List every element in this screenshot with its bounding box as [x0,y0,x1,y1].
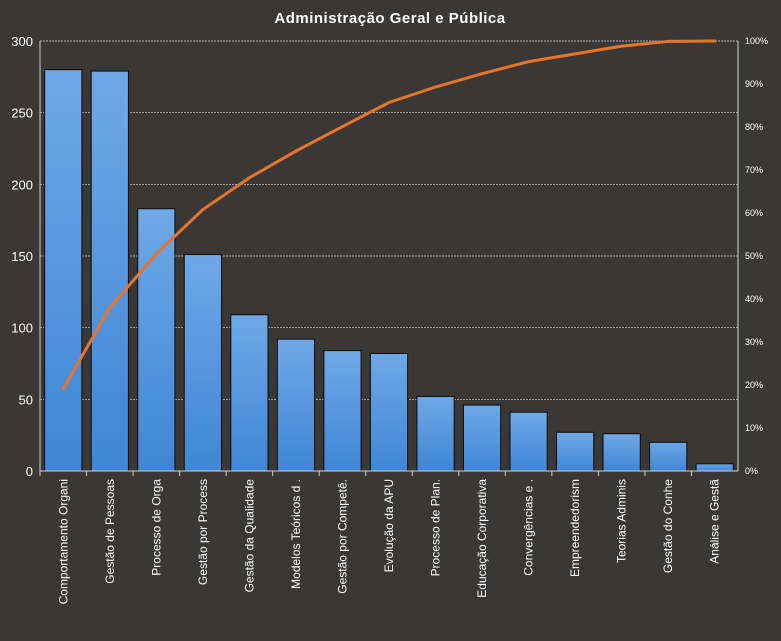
cumulative-point [713,39,717,43]
bar [323,350,362,472]
bar [602,433,641,472]
y-tick-label: 150 [11,249,33,264]
cumulative-point [108,306,112,310]
bar [137,208,176,472]
chart-title: Administração Geral e Pública [274,10,505,27]
cumulative-point [434,85,438,89]
bars [44,69,734,472]
axes: 0 50 100 150 200 250 300 0% 10% 20% 30% 40% 50% 60% 70… [11,34,768,604]
y2-tick-label: 40% [745,294,763,304]
x-tick-label: Gestão por Competê. [335,479,349,594]
bar [44,69,83,472]
y2-tick-label: 10% [745,423,763,433]
bar [230,314,269,472]
cumulative-point [666,39,670,43]
x-tick-label: Modelos Teóricos d . [289,479,303,589]
y-tick-label: 300 [11,34,33,49]
cumulative-point [294,149,298,153]
y-tick-label: 100 [11,321,33,336]
bar [695,463,734,472]
bar [556,431,595,472]
cumulative-line [61,39,717,391]
x-tick-label: Análise e Gestã [708,479,722,564]
bar [369,352,409,472]
x-tick-label: Educação Corporativa [475,479,489,598]
cumulative-point [61,387,65,391]
y2-tick-label: 90% [745,79,763,89]
x-tick-label: Teorias Adminis [615,479,629,563]
x-tick-label: Processo de Plan. [429,479,443,576]
y2-tick-label: 0% [745,466,758,476]
y2-tick-label: 30% [745,337,763,347]
cumulative-point [527,60,531,64]
x-tick-label: Processo de Orga [149,479,163,576]
cumulative-point [387,100,391,104]
cumulative-point [201,208,205,212]
bar [90,70,129,472]
cumulative-point [154,252,158,256]
y-tick-label: 50 [19,392,33,407]
x-tick-label: Gestão por Process [196,479,210,585]
bar [509,411,548,472]
cumulative-point [340,125,344,129]
cumulative-point [480,72,484,76]
x-tick-label: Convergências e . [522,479,536,576]
x-tick-label: Empreendedorism [568,479,582,577]
y-tick-label: 200 [11,177,33,192]
x-tick-label: Gestão da Qualidade [242,479,256,593]
bar [276,338,316,472]
cumulative-point [620,44,624,48]
y2-tick-label: 60% [745,208,763,218]
y2-tick-label: 70% [745,165,763,175]
bar [649,441,688,472]
cumulative-point [247,176,251,180]
x-tick-label: Gestão de Pessoas [103,479,117,584]
y2-tick-label: 50% [745,251,763,261]
bar [462,404,502,472]
x-tick-label: Comportamento Organi [56,479,70,604]
y2-tick-label: 20% [745,380,763,390]
bar [183,254,222,472]
cumulative-point [573,52,577,56]
y2-tick-label: 100% [745,36,768,46]
y-tick-label: 0 [26,464,33,479]
y-tick-label: 250 [11,106,33,121]
y2-tick-label: 80% [745,122,763,132]
bar [416,395,455,472]
x-tick-label: Gestão do Conhe [661,479,675,573]
x-tick-label: Evolução da APU [382,479,396,572]
